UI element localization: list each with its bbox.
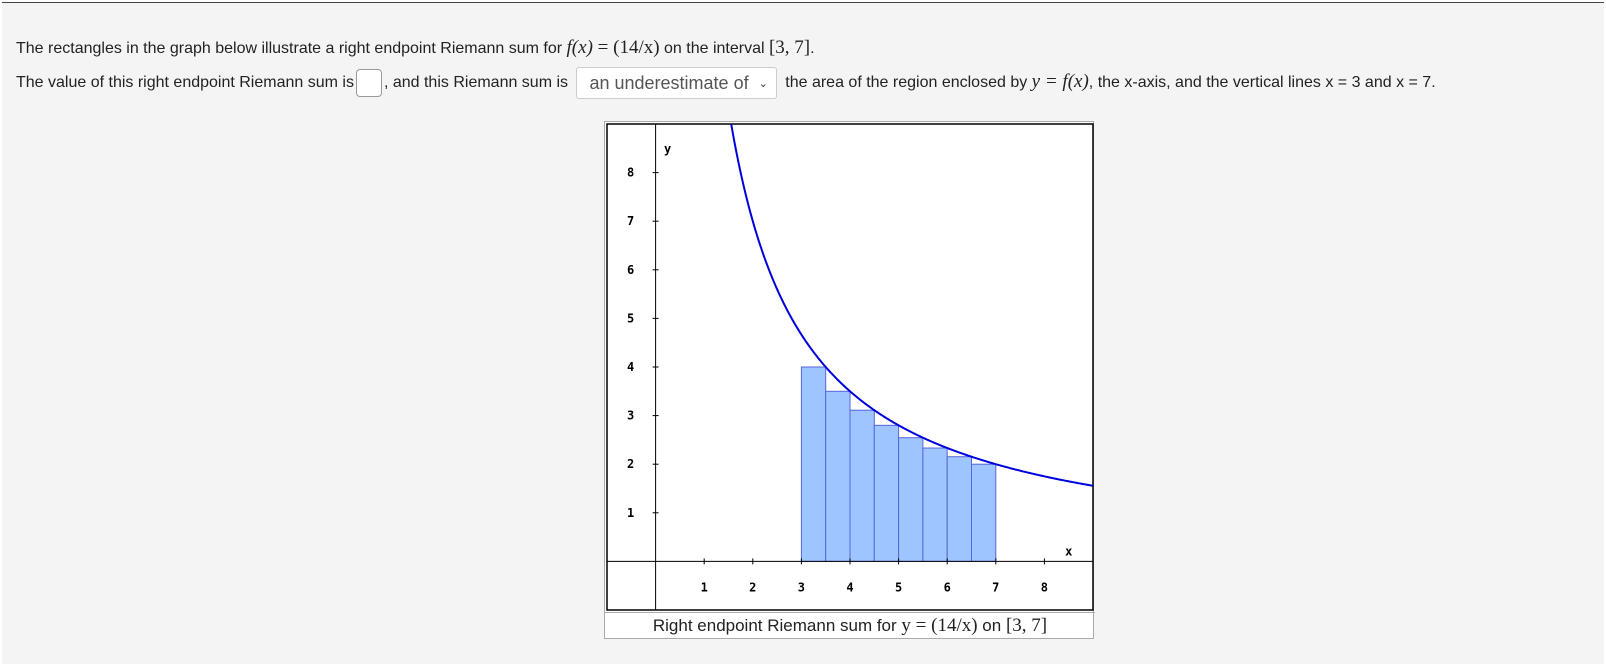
region-equation: y = f(x) xyxy=(1032,71,1089,92)
y-tick-label-2: 2 xyxy=(627,457,634,471)
riemann-sum-graph: 1 2 3 4 5 6 7 8 1 2 3 4 5 6 7 8 x y Right endpoint Rieman… xyxy=(604,121,1095,640)
line1-period: . xyxy=(810,40,815,57)
region-bounds-text: , the x-axis, and the vertical lines x =… xyxy=(1088,74,1436,92)
y-tick-label-6: 6 xyxy=(627,263,634,277)
y-tick-label-3: 3 xyxy=(627,409,634,423)
caption-equation: y = (14/x) xyxy=(901,615,978,636)
x-tick-label-4: 4 xyxy=(846,580,853,594)
y-tick-label-8: 8 xyxy=(627,166,634,180)
x-tick-label-7: 7 xyxy=(992,580,999,594)
caption-prefix: Right endpoint Riemann sum for xyxy=(652,616,897,635)
region-description-text: the area of the region enclosed by xyxy=(785,74,1028,92)
riemann-chart-svg: 1 2 3 4 5 6 7 8 1 2 3 4 5 6 7 8 x y xyxy=(606,123,1094,611)
x-tick-label-2: 2 xyxy=(749,580,756,594)
function-name: f(x) xyxy=(566,37,593,58)
y-tick-label-4: 4 xyxy=(627,360,634,374)
chevron-down-icon: ⌄ xyxy=(758,77,768,90)
riemann-rect-7 xyxy=(946,456,973,562)
riemann-rect-2 xyxy=(825,390,851,562)
x-tick-label-5: 5 xyxy=(895,580,902,594)
riemann-rect-5 xyxy=(898,437,924,562)
x-tick-label-8: 8 xyxy=(1041,580,1048,594)
problem-line-1: The rectangles in the graph below illust… xyxy=(16,37,815,59)
riemann-value-prompt: The value of this right endpoint Riemann… xyxy=(16,74,354,92)
x-axis-label: x xyxy=(1065,544,1072,558)
caption-on: on xyxy=(982,616,1002,635)
riemann-sum-answer-input[interactable] xyxy=(355,69,382,97)
caption-interval: [3, 7] xyxy=(1005,615,1048,636)
region-equation-text: y = f(x) xyxy=(1031,71,1089,93)
riemann-rect-1 xyxy=(800,366,827,562)
y-axis-label: y xyxy=(664,142,671,156)
function-expression: f(x) = (14/x) xyxy=(567,37,660,58)
riemann-rect-4 xyxy=(873,424,900,562)
comparison-select[interactable]: an underestimate of ⌄ xyxy=(576,67,777,99)
function-definition: = (14/x) xyxy=(597,37,660,58)
comparison-select-value: an underestimate of xyxy=(589,72,749,93)
x-tick-label-3: 3 xyxy=(798,580,805,594)
comparison-prompt: , and this Riemann sum is xyxy=(383,74,569,92)
y-tick-label-1: 1 xyxy=(627,506,634,520)
y-tick-label-5: 5 xyxy=(627,311,634,325)
graph-caption: Right endpoint Riemann sum for y = (14/x… xyxy=(605,612,1095,640)
problem-intro-text: The rectangles in the graph below illust… xyxy=(16,40,563,57)
interval-label-text: on the interval xyxy=(664,40,765,57)
interval-expression: [3, 7] xyxy=(768,37,811,58)
riemann-rect-3 xyxy=(849,409,875,562)
riemann-rect-6 xyxy=(922,447,948,562)
y-tick-label-7: 7 xyxy=(627,214,634,228)
x-tick-label-1: 1 xyxy=(701,580,708,594)
x-tick-label-6: 6 xyxy=(944,580,951,594)
problem-line-2: The value of this right endpoint Riemann… xyxy=(16,67,1436,99)
riemann-rect-8 xyxy=(971,463,997,562)
function-curve xyxy=(730,123,1094,487)
